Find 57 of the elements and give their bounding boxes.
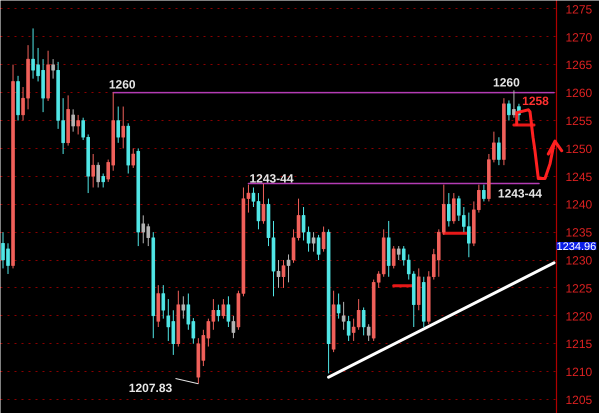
candlestick [366,324,370,342]
candlestick [131,148,136,168]
candlestick [286,254,290,283]
candlestick [51,58,55,80]
candlestick [232,315,236,339]
candlestick [282,260,286,288]
candlestick [96,162,100,188]
candlestick [76,114,80,135]
candlestick [322,226,326,252]
candlestick [316,234,320,261]
candlestick [71,108,75,132]
candlestick [362,306,366,336]
candlestick [312,232,316,252]
annotation: 1243-44 [498,186,542,201]
y-tick-label: 1205 [566,393,593,408]
candlestick [482,184,486,202]
candlestick [452,192,456,224]
candlestick [121,106,126,149]
candlestick [222,298,226,320]
y-tick-label: 1230 [566,254,593,268]
y-tick-label: 1270 [566,30,593,44]
candlestick [342,301,346,330]
y-tick-label: 1220 [566,309,593,324]
annotation: 1243-44 [249,172,294,186]
y-tick-label: 1225 [566,281,593,296]
candlestick [262,183,266,224]
annotation: 1207.83 [128,381,173,395]
candlestick [91,153,95,188]
y-tick-label: 1235 [566,226,593,240]
candlestick [276,260,280,288]
candlestick [507,100,511,121]
y-tick-label: 1240 [566,198,593,212]
y-tick-label: 1210 [566,365,593,380]
candlestick [336,293,340,320]
y-tick-label: 1265 [566,58,593,72]
candlestick [116,106,120,144]
y-tick-label: 1260 [566,86,593,100]
candlestick [226,296,230,328]
y-tick-label: 1245 [566,170,593,184]
candlestick [396,246,401,261]
candlestick [512,90,516,118]
y-tick-label: 1275 [566,2,593,16]
candlestick [182,296,186,320]
annotation: 1234.96 [556,241,596,253]
y-tick-label: 1250 [566,142,593,156]
candlestick [101,173,105,188]
candlestick [161,284,166,320]
y-tick-label: 1255 [566,114,593,128]
candlestick [447,192,451,228]
candlestick [216,304,220,322]
annotation: 1260 [108,78,136,92]
candlestick [497,136,501,166]
annotation: 1260 [493,76,520,90]
annotation: 1258 [522,94,550,108]
y-tick-label: 1215 [566,337,593,352]
candlestick [392,246,396,269]
candlestick [346,315,350,342]
